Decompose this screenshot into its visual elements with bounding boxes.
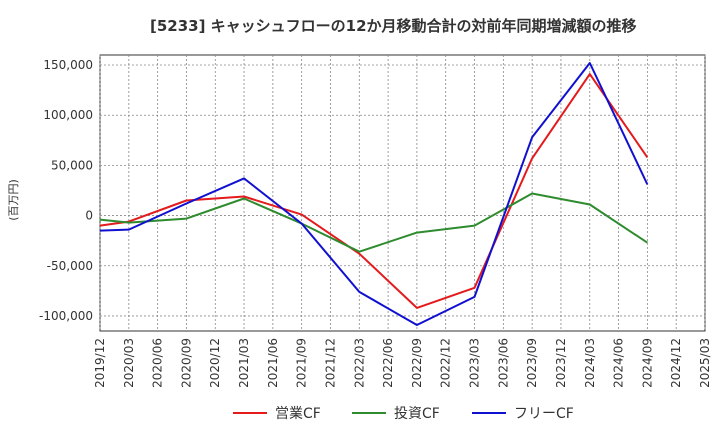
y-tick-label: 100,000 (43, 108, 93, 122)
y-tick-label: 0 (85, 209, 93, 223)
chart-title: [5233] キャッシュフローの12か月移動合計の対前年同期増減額の推移 (150, 17, 637, 35)
plot-area: 150,000 100,000 50,000 0 -50,000 -100,000 2019… (39, 54, 712, 388)
x-tick-label: 2024/06 (612, 338, 626, 388)
x-tick-label: 2023/09 (525, 338, 539, 388)
x-tick-label: 2020/09 (179, 338, 193, 388)
series-line-0 (99, 73, 649, 309)
y-tick-label: -50,000 (47, 259, 93, 273)
legend-label: 営業CF (275, 406, 321, 422)
x-tick-label: 2025/03 (698, 338, 712, 388)
series-line-1 (99, 192, 648, 253)
x-tick-label: 2024/03 (583, 338, 597, 388)
x-tick-label: 2022/12 (439, 338, 453, 388)
x-tick-label: 2020/06 (151, 338, 165, 388)
x-tick-label: 2020/12 (208, 338, 222, 388)
y-axis-label: (百万円) (7, 179, 20, 221)
x-tick-label: 2023/03 (468, 338, 482, 388)
x-tick-label: 2024/09 (640, 338, 654, 388)
series-line-2 (99, 62, 649, 326)
y-tick-label: 150,000 (43, 58, 93, 72)
legend-label: フリーCF (514, 406, 574, 422)
y-tick-label: 50,000 (51, 158, 93, 172)
x-tick-label: 2023/12 (554, 338, 568, 388)
x-tick-label: 2024/12 (669, 338, 683, 388)
y-tick-label: -100,000 (39, 309, 93, 323)
x-tick-label: 2021/03 (237, 338, 251, 388)
legend: 営業CF 投資CF フリーCF (233, 406, 574, 422)
x-tick-label: 2019/12 (93, 338, 107, 388)
x-tick-label: 2021/09 (295, 338, 309, 388)
x-tick-label: 2022/03 (352, 338, 366, 388)
x-tick-label: 2022/06 (381, 338, 395, 388)
plot-frame (99, 54, 706, 332)
x-tick-label: 2023/06 (496, 338, 510, 388)
x-tick-label: 2020/03 (122, 338, 136, 388)
x-tick-label: 2021/12 (323, 338, 337, 388)
x-tick-label: 2021/06 (266, 338, 280, 388)
x-tick-label: 2022/09 (410, 338, 424, 388)
legend-label: 投資CF (394, 406, 440, 422)
